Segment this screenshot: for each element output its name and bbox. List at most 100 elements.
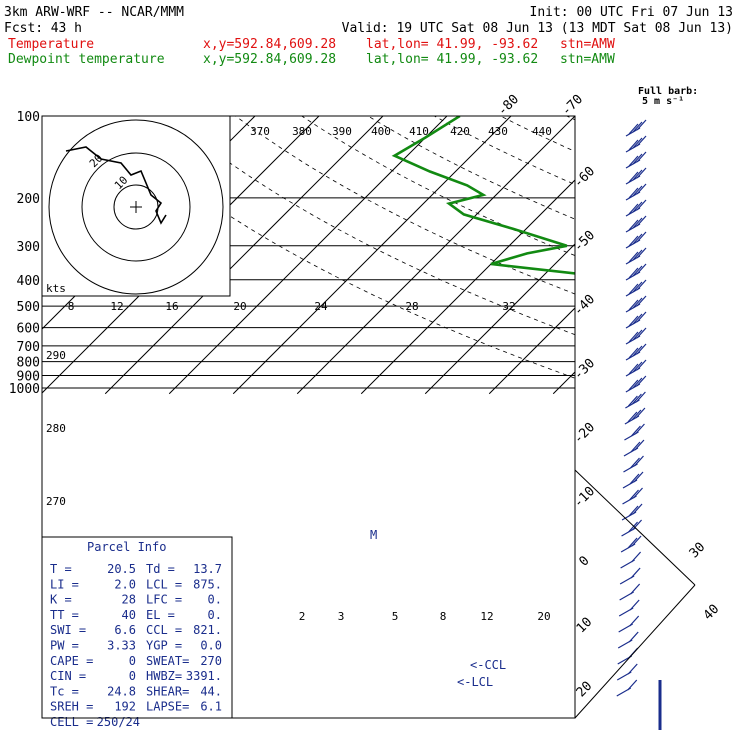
- wind-barb-flag: [631, 409, 642, 421]
- wind-barb-flag: [628, 267, 639, 279]
- wind-barb-flag: [630, 441, 641, 453]
- xy-readout-dew: x,y=592.84,609.28: [203, 52, 336, 67]
- wind-barb-flag: [636, 359, 647, 371]
- wind-barb-flag: [634, 455, 644, 467]
- wind-barb-flag: [631, 393, 642, 405]
- hodograph-trace: [65, 146, 167, 225]
- theta-label: 430: [488, 125, 508, 138]
- mixing-ratio-label: 12: [480, 610, 493, 623]
- isobar-label: 300: [17, 240, 40, 255]
- parcel-info-cell: LCL =: [146, 577, 182, 591]
- parcel-info-cell: LAPSE=: [146, 700, 189, 714]
- parcel-info-cell: SWI =: [50, 623, 86, 637]
- xy-readout-temp: x,y=592.84,609.28: [203, 37, 336, 52]
- wind-barb-flag: [629, 615, 640, 627]
- wind-key-value: 5 m s⁻¹: [642, 96, 684, 107]
- dry-adiabat: [605, 104, 740, 394]
- isobar-label: 500: [17, 300, 40, 315]
- theta-label: 380: [292, 125, 312, 138]
- isobar-label: 900: [17, 370, 40, 385]
- parcel-info-cell: LFC =: [146, 593, 182, 607]
- parcel-info-cell: SWEAT=: [146, 654, 189, 668]
- parcel-info-cell: CAPE =: [50, 654, 93, 668]
- theta-label: 410: [409, 125, 429, 138]
- wind-barb-flag: [627, 679, 638, 691]
- parcel-info-cell: 3.33: [107, 639, 136, 653]
- mixing-ratio-label: 2: [299, 610, 306, 623]
- wind-barb-flag: [632, 185, 643, 197]
- wind-barb-flag: [628, 363, 639, 375]
- parcel-info-cell: Tc =: [50, 684, 79, 698]
- wind-key-title: Full barb:: [638, 86, 698, 97]
- theta-left-label: 270: [46, 495, 66, 508]
- forecast-hour: 43 h: [51, 21, 82, 36]
- wind-barb-flag: [636, 199, 647, 211]
- isotherm-label: -80: [495, 92, 522, 119]
- parcel-info-cell: 6.1: [200, 700, 222, 714]
- theta-label: 420: [450, 125, 470, 138]
- isotherm-label: -70: [559, 92, 586, 119]
- parcel-info-cell: 192: [114, 700, 136, 714]
- wind-barb-flag: [636, 167, 647, 179]
- wind-barbs: [574, 119, 696, 730]
- wind-barb-flag: [636, 343, 647, 355]
- parcel-info-cell: 44.: [200, 684, 222, 698]
- wind-barb-flag: [636, 215, 647, 227]
- isobar-label: 1000: [9, 382, 40, 397]
- dry-adiabat: [670, 104, 740, 394]
- dry-adiabat: [734, 104, 740, 394]
- parcel-info-cell: 40: [122, 608, 136, 622]
- wind-barb-flag: [628, 219, 639, 231]
- wind-barb-flag: [634, 423, 645, 435]
- isobar-label: 800: [17, 356, 40, 371]
- wind-barb-flag: [628, 251, 639, 263]
- mixing-ratio-label: 5: [392, 610, 399, 623]
- hodograph-ring: [48, 119, 224, 295]
- parcel-info-cell: SREH =: [50, 700, 93, 714]
- hodograph-axis-label: 12: [110, 300, 123, 313]
- parcel-info-cell: TT =: [50, 608, 79, 622]
- parcel-info-cell: SHEAR=: [146, 684, 189, 698]
- wind-barb-flag: [636, 135, 647, 147]
- wind-barb-flag: [628, 505, 639, 517]
- parcel-info-cell: 270: [200, 654, 222, 668]
- wind-barb-flag: [636, 327, 647, 339]
- parcel-info-cell: 250/24: [97, 715, 140, 729]
- sounding-annotation: <-LCL: [457, 675, 493, 689]
- wind-barb-flag: [629, 473, 640, 485]
- wind-barb-flag: [634, 439, 645, 451]
- sounding-annotation: M: [370, 528, 377, 542]
- wind-barb-flag: [636, 247, 647, 259]
- hodograph-axis-label: 20: [233, 300, 246, 313]
- isotherm-line: [360, 179, 575, 395]
- wind-barb-flag: [631, 551, 642, 563]
- wind-barb-flag: [631, 535, 642, 547]
- wind-barb-flag: [628, 123, 639, 135]
- sounding-profiles: [391, 116, 740, 386]
- isotherm-label: 10: [574, 615, 596, 637]
- wind-barb-flag: [630, 425, 641, 437]
- parcel-info-cell: CIN =: [50, 669, 86, 683]
- parcel-info-cell: LI =: [50, 577, 79, 591]
- wind-barb-flag: [628, 155, 639, 167]
- temperature-profile: [602, 116, 740, 386]
- isotherm-label: 0: [576, 553, 592, 569]
- wind-barb-flag: [632, 201, 643, 213]
- isotherm-line: [488, 307, 575, 395]
- wind-barb-flag: [628, 171, 639, 183]
- wind-barb-flag: [628, 299, 639, 311]
- wind-barb-flag: [630, 583, 641, 595]
- mixing-ratio-label: 3: [338, 610, 345, 623]
- parcel-info-cell: 13.7: [193, 562, 222, 576]
- latlon-readout-temp: lat,lon= 41.99, -93.62: [366, 37, 538, 52]
- station-readout-dew: stn=AMW: [560, 52, 615, 67]
- parcel-info-panel: Parcel Info T = 20.5 Td = 13.7 LI = 2.0 LCL = 8…: [41, 536, 233, 729]
- wind-barb-flag: [636, 231, 647, 243]
- parcel-info-cell: 20.5: [107, 562, 136, 576]
- wind-barb-flag: [630, 567, 641, 579]
- wind-barb-flag: [636, 183, 647, 195]
- parcel-info-cell: 6.6: [114, 623, 136, 637]
- parcel-info-cell: 875.: [193, 577, 222, 591]
- isotherm-label: 30: [687, 540, 709, 562]
- sounding-annotation: <-CCL: [470, 658, 506, 672]
